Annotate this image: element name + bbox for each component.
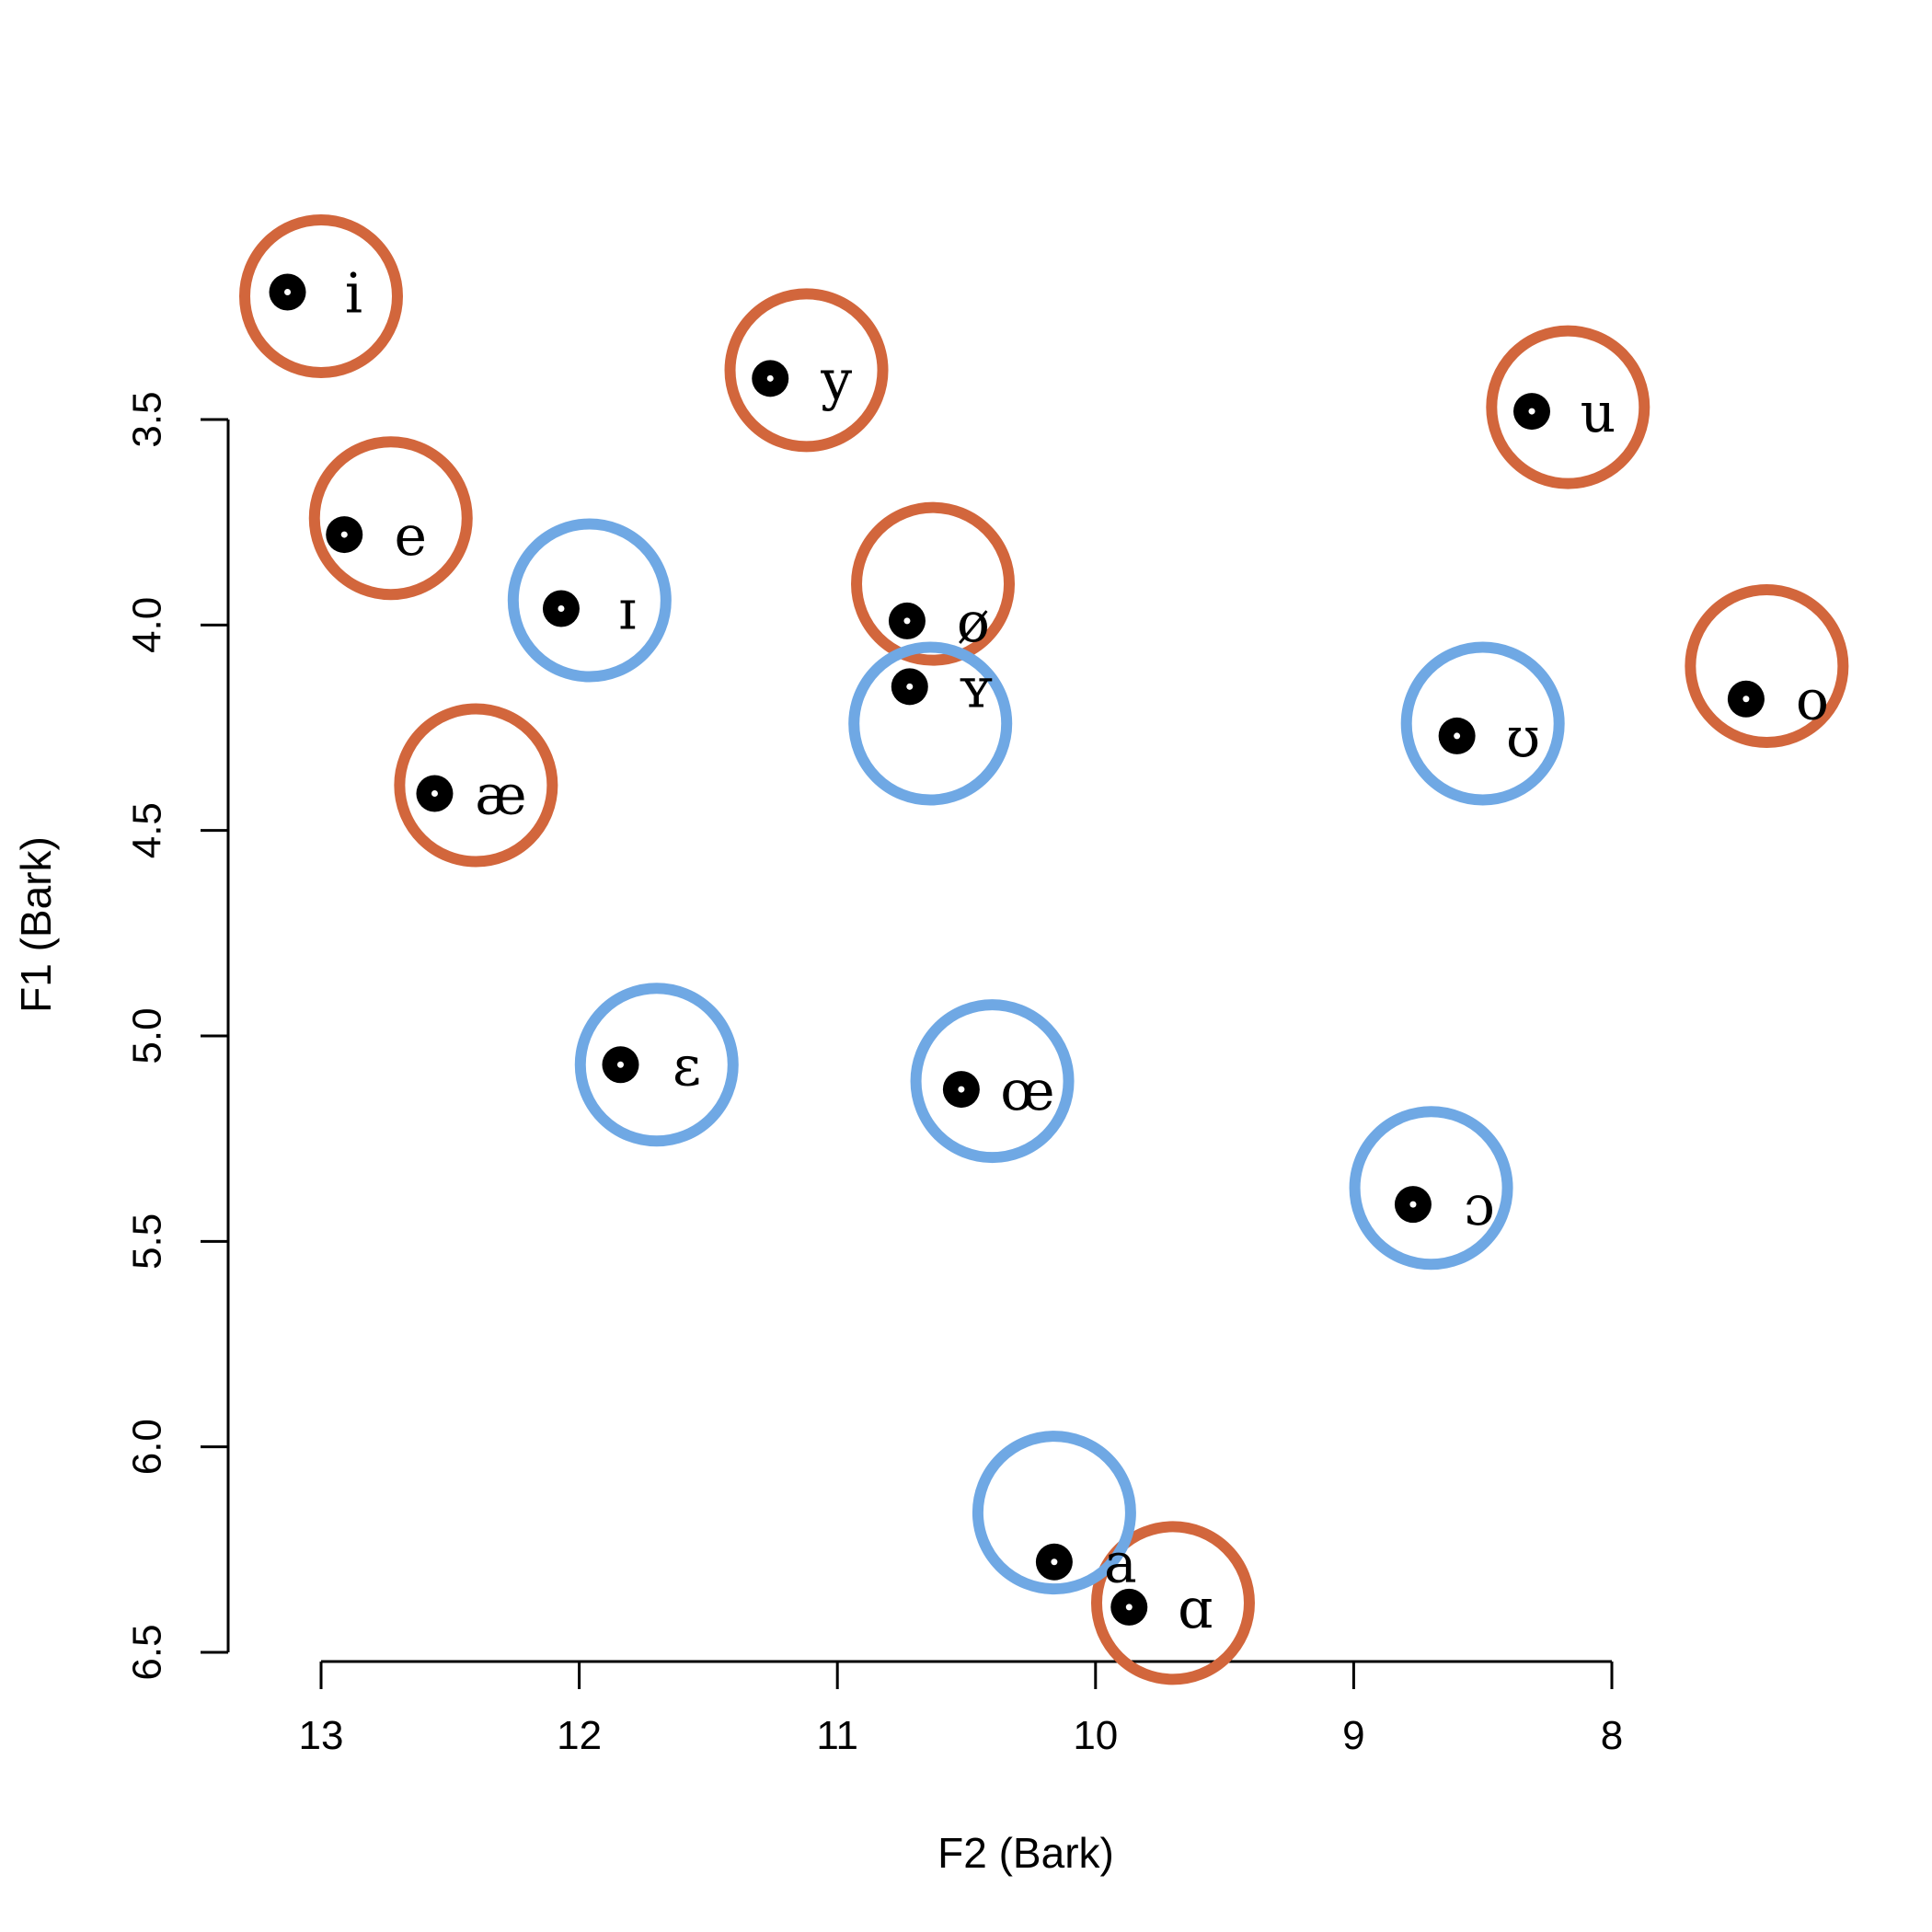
y-tick-label: 6.0: [125, 1419, 170, 1475]
vowel-label: ø: [957, 591, 990, 655]
vowel-group-series_b: œ: [910, 999, 1075, 1164]
marks: i y u e ø o æ ɑ ɪ ʏ ʊ ɛ œ ɔ a: [239, 214, 1849, 1685]
vowel-group-series_a: e: [308, 436, 473, 601]
x-tick-label: 12: [557, 1713, 602, 1758]
vowel-group-series_b: ʊ: [1400, 641, 1565, 806]
vowel-label: ɔ: [1464, 1174, 1495, 1238]
vowel-group-series_a: ɑ: [1090, 1521, 1255, 1685]
measured-point-center: [1528, 408, 1535, 415]
x-tick-label: 13: [299, 1713, 344, 1758]
measured-point-center: [616, 1061, 624, 1068]
vowel-label: ʏ: [958, 656, 994, 720]
vowel-label: ɛ: [673, 1034, 701, 1098]
vowel-group-series_a: u: [1486, 325, 1650, 489]
y-tick-label: 4.0: [125, 597, 170, 653]
vowel-label: ʊ: [1506, 706, 1540, 770]
measured-point-center: [1051, 1558, 1058, 1566]
vowel-label: œ: [1000, 1059, 1054, 1123]
vowel-label: e: [394, 504, 427, 569]
vowel-label: o: [1796, 669, 1829, 733]
vowel-group-series_b: a: [972, 1431, 1137, 1596]
measured-point-center: [903, 617, 911, 625]
target-ring: [1090, 1521, 1255, 1685]
vowel-label: ɑ: [1178, 1577, 1213, 1641]
vowel-group-series_a: ø: [851, 501, 1016, 666]
target-ring: [910, 999, 1075, 1164]
target-ring: [574, 983, 739, 1147]
target-ring: [972, 1431, 1136, 1595]
target-ring: [1349, 1106, 1513, 1271]
vowel-label: y: [820, 348, 852, 412]
x-tick-label: 10: [1073, 1713, 1118, 1758]
vowel-group-series_a: o: [1685, 584, 1849, 748]
y-axis-title: F1 (Bark): [12, 836, 60, 1013]
vowel-group-series_a: æ: [394, 703, 558, 868]
target-ring: [851, 501, 1016, 666]
vowel-group-series_b: ɪ: [507, 518, 672, 683]
measured-point-center: [1742, 696, 1750, 703]
measured-point-center: [284, 289, 292, 296]
vowel-group-series_a: i: [239, 214, 403, 378]
vowel-label: i: [345, 262, 362, 327]
y-tick-label: 5.5: [125, 1213, 170, 1270]
vowel-group-series_b: ɔ: [1349, 1106, 1513, 1271]
x-axis-title: F2 (Bark): [937, 1829, 1114, 1877]
measured-point-center: [906, 683, 914, 690]
vowel-label: a: [1104, 1532, 1137, 1596]
measured-point-center: [1125, 1604, 1133, 1611]
measured-point-center: [766, 374, 774, 382]
measured-point-center: [958, 1086, 965, 1093]
measured-point-center: [558, 604, 565, 612]
x-tick-label: 9: [1342, 1713, 1364, 1758]
y-tick-label: 3.5: [125, 391, 170, 447]
y-tick-label: 6.5: [125, 1624, 170, 1680]
target-ring: [724, 288, 889, 453]
x-tick-label: 8: [1601, 1713, 1623, 1758]
vowel-label: ɪ: [618, 578, 636, 642]
target-ring: [848, 641, 1013, 806]
vowel-group-series_b: ɛ: [574, 983, 739, 1147]
y-tick-label: 4.5: [125, 802, 170, 858]
vowel-group-series_b: ʏ: [848, 641, 1013, 806]
x-tick-label: 11: [816, 1713, 858, 1758]
target-ring: [394, 703, 558, 868]
vowel-label: æ: [475, 763, 526, 827]
axes: 13 12 11 10 9 8 3.5 4.0 4.5 5.0 5.5 6.0 6.5: [125, 391, 1624, 1758]
target-ring: [1685, 584, 1849, 748]
target-ring: [1400, 641, 1565, 806]
target-ring: [507, 518, 672, 683]
target-ring: [1486, 325, 1650, 489]
target-ring: [308, 436, 473, 601]
vowel-label: u: [1581, 381, 1616, 445]
target-ring: [239, 214, 403, 378]
measured-point-center: [340, 531, 348, 538]
y-tick-label: 5.0: [125, 1007, 170, 1064]
measured-point-center: [431, 789, 438, 797]
measured-point-center: [1454, 732, 1461, 740]
measured-point-center: [1409, 1201, 1417, 1208]
vowel-group-series_a: y: [724, 288, 889, 453]
